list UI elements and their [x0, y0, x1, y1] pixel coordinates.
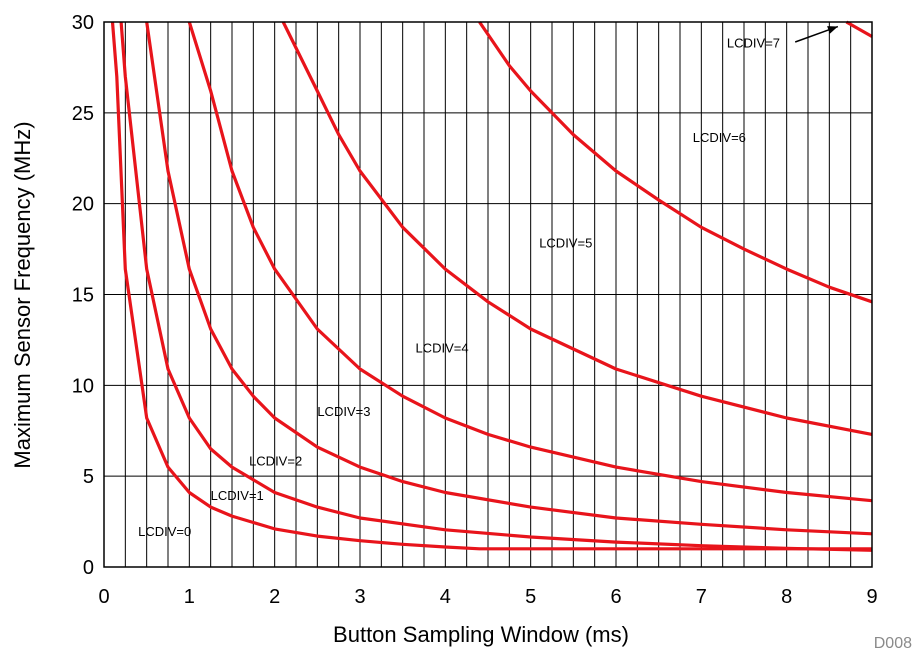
annotation-label: LCDIV=2: [249, 453, 302, 468]
annotation-label: LCDIV=0: [138, 524, 191, 539]
annotation-label: LCDIV=7: [727, 35, 780, 50]
series-line-lcdiv-6: [845, 20, 873, 38]
x-axis-title: Button Sampling Window (ms): [333, 622, 629, 647]
y-tick-label: 0: [83, 557, 94, 579]
annotation-label: LCDIV=3: [317, 404, 370, 419]
x-tick-label: 9: [866, 586, 877, 608]
series-line-lcdiv-4: [281, 21, 873, 436]
x-tick-label: 1: [184, 586, 195, 608]
series-line-lcdiv-0: [110, 21, 872, 551]
y-axis-title: Maximum Sensor Frequency (MHz): [10, 121, 35, 468]
x-tick-label: 7: [696, 586, 707, 608]
series-line-lcdiv-3: [187, 21, 873, 503]
y-tick-labels: 0 5 10 15 20 25 30: [72, 12, 94, 579]
arrow-head: [827, 26, 838, 34]
series-line-lcdiv-5: [478, 21, 873, 304]
figure-id: D008: [874, 635, 912, 652]
y-tick-label: 10: [72, 375, 94, 397]
annotations: LCDIV=0 LCDIV=1 LCDIV=2 LCDIV=3 LCDIV=4 LCDIV…: [138, 35, 780, 539]
plot-frame: [103, 21, 873, 568]
annotation-label: LCDIV=4: [415, 341, 468, 356]
series-line-lcdiv-2: [145, 21, 873, 536]
y-tick-label: 30: [72, 12, 94, 34]
annotation-label: LCDIV=1: [211, 488, 264, 503]
x-tick-label: 3: [354, 586, 365, 608]
x-tick-label: 2: [269, 586, 280, 608]
annotation-arrow: [794, 25, 839, 43]
x-tick-label: 5: [525, 586, 536, 608]
x-tick-label: 4: [440, 586, 451, 608]
x-tick-label: 8: [781, 586, 792, 608]
y-tick-label: 15: [72, 285, 94, 307]
x-tick-labels: 0 1 2 3 4 5 6 7 8 9: [98, 586, 877, 608]
y-tick-label: 5: [83, 466, 94, 488]
annotation-label: LCDIV=6: [693, 130, 746, 145]
x-tick-label: 6: [610, 586, 621, 608]
series-line-lcdiv-1: [119, 21, 873, 552]
y-tick-label: 25: [72, 103, 94, 125]
y-tick-label: 20: [72, 194, 94, 216]
x-tick-label: 0: [98, 586, 109, 608]
series-lines: [110, 20, 873, 552]
annotation-label: LCDIV=5: [539, 235, 592, 250]
grid: [104, 22, 872, 567]
